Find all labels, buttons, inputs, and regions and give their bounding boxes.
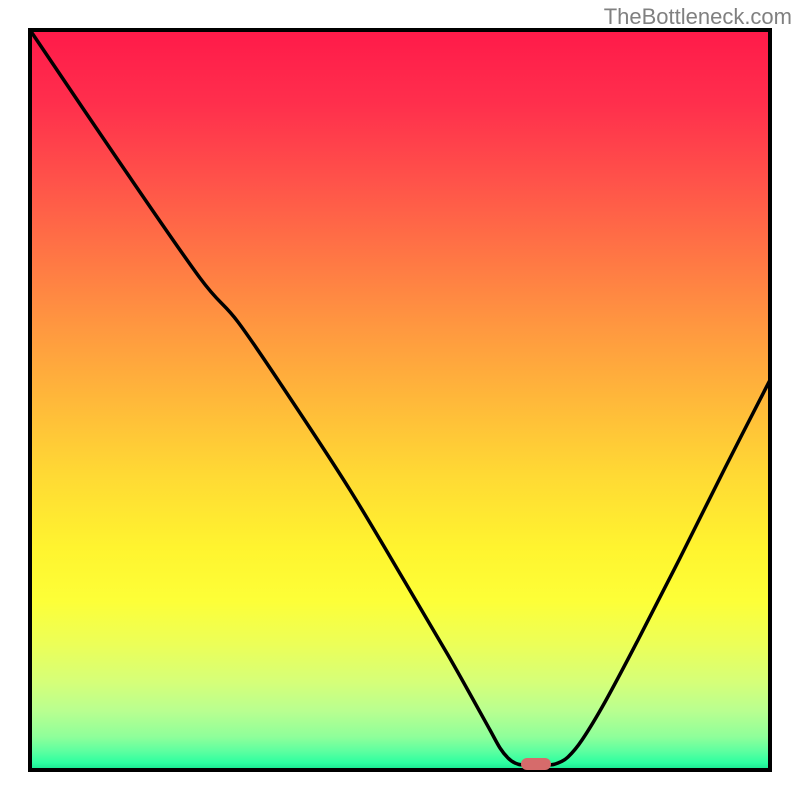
chart-svg xyxy=(0,0,800,800)
watermark-text: TheBottleneck.com xyxy=(604,4,792,30)
plot-background xyxy=(30,30,770,770)
optimal-marker xyxy=(521,758,551,770)
bottleneck-chart: TheBottleneck.com xyxy=(0,0,800,800)
